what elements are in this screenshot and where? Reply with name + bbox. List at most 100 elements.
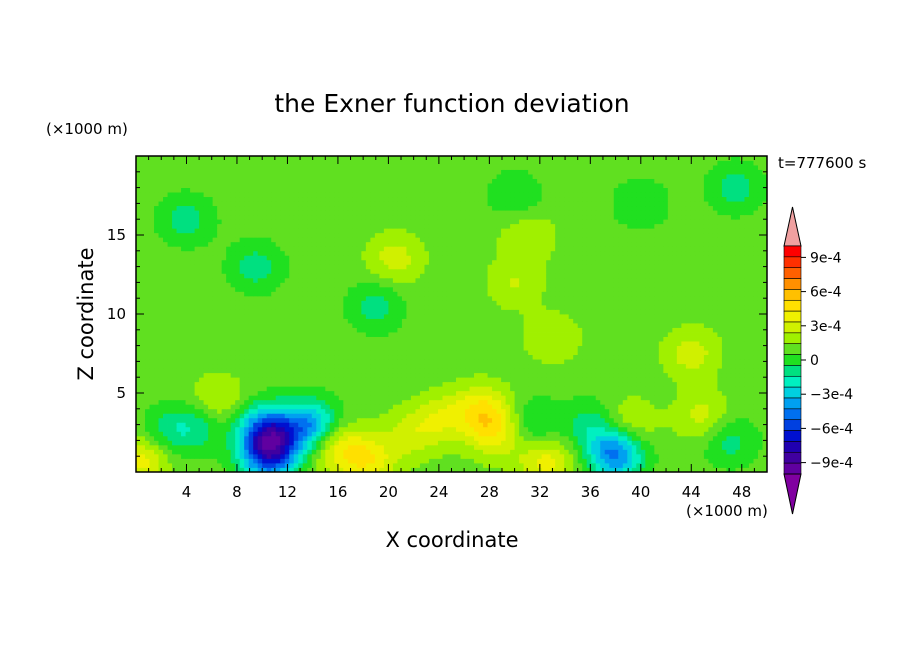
field-cell: [559, 444, 565, 450]
field-cell: [546, 422, 552, 428]
field-cell: [199, 426, 205, 432]
field-cell: [465, 453, 470, 459]
field-cell: [203, 467, 209, 472]
field-cell: [437, 395, 443, 401]
field-cell: [361, 386, 367, 392]
field-cell: [496, 368, 502, 374]
field-cell: [523, 440, 529, 446]
field-cell: [487, 336, 493, 342]
field-cell: [316, 345, 322, 351]
field-cell: [753, 458, 759, 464]
field-cell: [645, 413, 651, 419]
field-cell: [325, 453, 331, 459]
field-cell: [676, 431, 682, 437]
field-cell: [694, 444, 700, 450]
field-cell: [528, 354, 534, 360]
field-cell: [532, 381, 538, 387]
field-cell: [442, 377, 448, 383]
field-cell: [717, 327, 723, 333]
field-cell: [401, 341, 407, 346]
field-cell: [555, 314, 561, 319]
field-cell: [487, 386, 493, 392]
field-cell: [230, 399, 236, 405]
field-cell: [474, 350, 479, 356]
field-cell: [235, 354, 241, 360]
field-cell: [316, 390, 322, 396]
field-cell: [753, 359, 759, 365]
field-cell: [532, 359, 538, 365]
field-cell: [172, 422, 177, 428]
field-cell: [446, 386, 452, 392]
field-cell: [190, 440, 195, 446]
field-cell: [649, 399, 655, 405]
field-cell: [365, 372, 371, 378]
field-cell: [167, 327, 173, 333]
field-cell: [379, 458, 385, 464]
field-cell: [325, 449, 331, 455]
field-cell: [591, 444, 597, 450]
field-cell: [410, 368, 416, 374]
field-cell: [406, 372, 412, 378]
field-cell: [275, 422, 281, 428]
field-cell: [208, 395, 214, 401]
field-cell: [136, 309, 141, 315]
field-cell: [487, 417, 493, 423]
field-cell: [343, 395, 349, 401]
field-cell: [199, 444, 205, 450]
field-cell: [757, 332, 763, 337]
field-cell: [730, 417, 736, 423]
field-cell: [582, 444, 588, 450]
field-cell: [667, 390, 673, 396]
field-cell: [550, 332, 556, 337]
field-cell: [239, 426, 245, 432]
field-cell: [442, 345, 448, 351]
field-cell: [401, 453, 407, 459]
field-cell: [568, 318, 574, 324]
field-cell: [735, 426, 741, 432]
field-cell: [487, 314, 493, 319]
field-cell: [149, 467, 155, 472]
field-cell: [235, 467, 241, 472]
field-cell: [586, 345, 592, 351]
field-cell: [676, 372, 682, 378]
field-cell: [541, 408, 547, 414]
field-cell: [537, 426, 543, 432]
field-cell: [541, 431, 547, 437]
field-cell: [226, 350, 232, 356]
field-cell: [622, 440, 628, 446]
field-cell: [199, 345, 205, 351]
field-cell: [631, 440, 637, 446]
field-cell: [667, 377, 673, 383]
field-cell: [194, 458, 200, 464]
field-cell: [316, 309, 322, 315]
field-cell: [564, 386, 570, 392]
field-cell: [311, 354, 317, 360]
field-cell: [492, 341, 497, 346]
field-cell: [577, 336, 583, 342]
field-cell: [604, 435, 610, 441]
field-cell: [374, 467, 380, 472]
field-cell: [735, 381, 741, 387]
field-cell: [555, 341, 561, 346]
field-cell: [244, 327, 250, 333]
field-cell: [451, 345, 457, 351]
field-cell: [753, 363, 759, 369]
field-cell: [681, 458, 687, 464]
field-cell: [546, 413, 552, 419]
field-cell: [640, 372, 646, 378]
field-cell: [451, 381, 457, 387]
field-cell: [370, 467, 376, 472]
field-cell: [559, 431, 565, 437]
field-cell: [424, 350, 430, 356]
field-cell: [352, 368, 358, 374]
field-cell: [185, 417, 191, 423]
field-cell: [474, 323, 479, 328]
field-cell: [181, 458, 186, 464]
field-cell: [320, 417, 326, 423]
field-cell: [302, 453, 308, 459]
field-cell: [302, 309, 308, 315]
field-cell: [257, 390, 263, 396]
field-cell: [253, 408, 259, 414]
field-cell: [136, 368, 141, 374]
field-cell: [663, 399, 669, 405]
